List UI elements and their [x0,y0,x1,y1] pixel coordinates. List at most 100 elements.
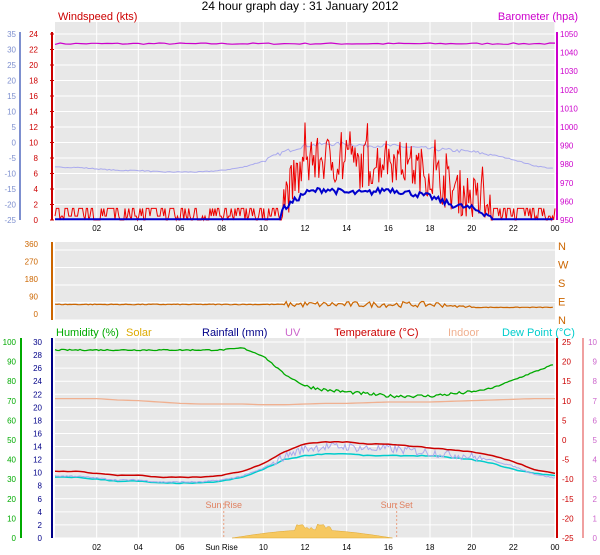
temperature-noise-line [54,441,556,484]
average-wind-series [55,186,553,221]
panel3-right-inner-tick-label: 15 [562,377,571,386]
panel1-left-inner-tick-label: 10 [29,139,38,148]
temperature-line [54,440,556,479]
panel1-left-inner-tick-label: 16 [29,92,38,101]
panel3-right-inner-tick-label: -5 [562,456,570,465]
panel3-left-outer-tick-label: 0 [12,534,17,543]
panel2-compass-label: N [558,315,566,327]
panel1-x-tick-label: 10 [259,224,268,233]
panel3-x-tick-label: 14 [342,543,351,552]
panel2-left-tick-label: 90 [29,293,38,302]
panel3-right-inner-tick-label: -10 [562,475,574,484]
panel1-x-tick-label: 22 [509,224,518,233]
panel1-x-tick-label: 14 [342,224,351,233]
panel1-left-outer-tick-label: 0 [12,139,17,148]
barometer-line [54,42,556,45]
panel1-left-outer-tick-label: 20 [7,77,16,86]
panel1-left-inner-tick-label: 6 [34,170,39,179]
panel3-right-outer-tick-label: 7 [593,397,598,406]
panel2-left-tick-label: 270 [25,258,39,267]
panel3-right-outer-tick-label: 6 [593,416,598,425]
humidity-series [54,347,553,399]
panel3-left-inner-tick-label: 8 [38,482,43,491]
panel3-left-ticks: 1009080706050403020100302826242220181614… [3,338,53,543]
panel3-left-inner-tick-label: 20 [33,403,42,412]
panel3-x-ticks: 02 04 06 Sun Rise 10 12 14 16 18 20 22 00 [92,543,560,552]
panel3-left-outer-tick-label: 30 [7,475,16,484]
humidity-temperature-panel: Humidity (%) Solar Rainfall (mm) UV Temp… [3,327,598,552]
panel3-left-inner-tick-label: 16 [33,429,42,438]
panel1-left-outer-tick-label: 35 [7,30,16,39]
panel3-left-outer-tick-label: 100 [3,338,17,347]
panel1-right-tick-label: 1050 [560,30,578,39]
sunrise-sunset-markers: Sun Rise Sun Set [205,500,413,538]
legend-rainfall: Rainfall (mm) [202,327,267,339]
panel3-left-inner-tick-label: 10 [33,469,42,478]
panel1-x-tick-label: 06 [176,224,185,233]
average-wind-line [55,186,553,221]
panel3-left-inner-tick-label: 0 [38,534,43,543]
panel2-left-tick-label: 360 [25,240,39,249]
indoor-temperature-series [55,397,555,406]
panel1-left-outer-tick-label: 5 [12,123,17,132]
panel3-left-outer-tick-label: 40 [7,456,16,465]
sunset-label: Sun Set [381,500,414,510]
panel1-right-tick-label: 1000 [560,123,578,132]
panel1-left-inner-tick-label: 24 [29,30,38,39]
dewpoint-line [54,452,556,485]
panel3-x-tick-label: 00 [551,543,560,552]
panel1-x-tick-label: 16 [384,224,393,233]
panel3-x-tick-label: 10 [259,543,268,552]
panel1-left-outer-tick-label: 30 [7,46,16,55]
temperature-series [54,440,556,479]
legend-humidity: Humidity (%) [56,327,119,339]
panel1-x-ticks: 02 04 06 08 10 12 14 16 18 20 22 00 [92,224,560,233]
panel3-right-inner-tick-label: 20 [562,358,571,367]
panel3-left-inner-tick-label: 2 [38,521,43,530]
panel3-right-outer-tick-label: 10 [588,338,597,347]
wind-barometer-panel: Windspeed (kts) Barometer (hpa) 35302520… [4,11,578,233]
dewpoint-series [54,452,556,485]
panel1-left-outer-tick-label: 25 [7,61,16,70]
panel3-left-outer-tick-label: 60 [7,416,16,425]
panel3-left-outer-tick-label: 90 [7,358,16,367]
panel3-right-inner-tick-label: 25 [562,338,571,347]
legend-dewpoint: Dew Point (°C) [502,327,575,339]
panel1-left-outer-tick-label: -15 [4,185,16,194]
panel3-left-inner-tick-label: 18 [33,416,42,425]
panel3-x-tick-label: 04 [134,543,143,552]
panel1-left-inner-tick-label: 0 [34,216,39,225]
panel3-right-outer-tick-label: 3 [593,475,598,484]
panel1-left-ticks: 35302520151050-5-10-15-20-25242220181614… [4,30,54,225]
legend-temperature: Temperature (°C) [334,327,418,339]
panel1-left-outer-tick-label: -20 [4,201,16,210]
panel1-right-tick-label: 990 [560,142,574,151]
panel3-left-outer-tick-label: 50 [7,436,16,445]
panel3-left-inner-tick-label: 12 [33,456,42,465]
panel1-left-inner-tick-label: 18 [29,77,38,86]
indoor-line [55,397,555,406]
panel3-x-tick-label: 06 [176,543,185,552]
panel3-right-inner-tick-label: -20 [562,514,574,523]
panel1-left-inner-tick-label: 4 [34,185,39,194]
panel3-x-tick-label: 20 [467,543,476,552]
panel3-x-tick-label: 18 [426,543,435,552]
panel3-right-inner-tick-label: 10 [562,397,571,406]
panel2-compass-label: N [558,241,566,253]
panel1-left-inner-tick-label: 12 [29,123,38,132]
panel2-left-tick-label: 180 [25,275,39,284]
panel1-right-tick-label: 980 [560,160,574,169]
panel2-compass-label: W [558,260,569,272]
panel3-left-inner-tick-label: 22 [33,390,42,399]
legend-indoor: Indoor [448,327,480,339]
panel3-right-outer-tick-label: 2 [593,495,598,504]
windspeed-axis-title: Windspeed (kts) [58,11,137,23]
legend-uv: UV [285,327,301,339]
panel1-left-inner-tick-label: 20 [29,61,38,70]
panel3-left-inner-tick-label: 14 [33,443,42,452]
panel3-left-inner-tick-label: 6 [38,495,43,504]
panel1-left-outer-tick-label: 10 [7,108,16,117]
panel1-left-outer-tick-label: -5 [9,154,17,163]
